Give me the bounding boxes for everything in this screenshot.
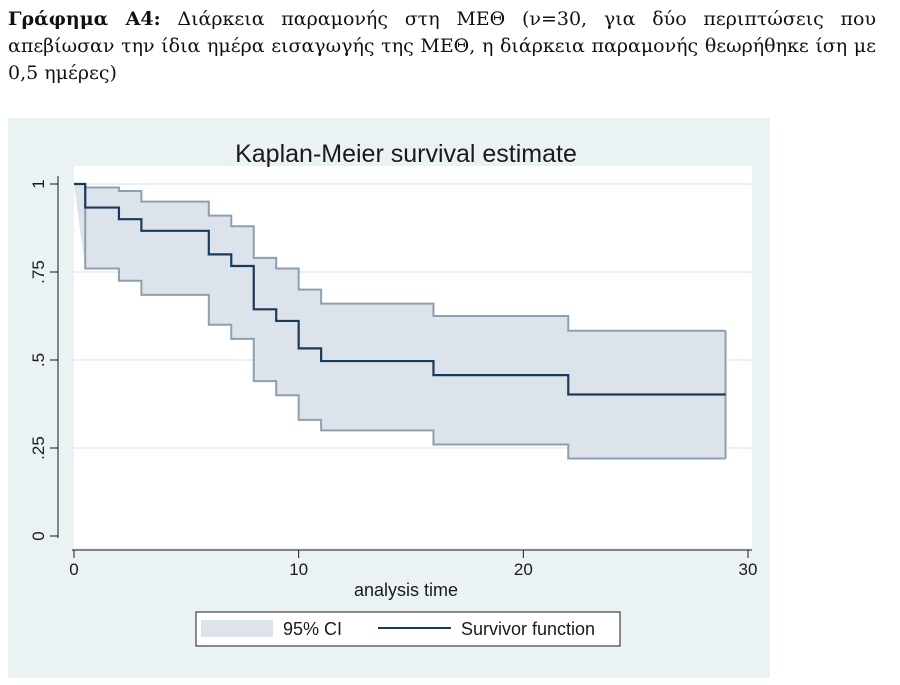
legend-ci-label: 95% CI <box>283 619 342 639</box>
y-tick-label: .75 <box>29 260 48 284</box>
caption-text: Διάρκεια παραμονής στη ΜΕΘ (ν=30, για δύ… <box>8 8 876 84</box>
x-tick-label: 30 <box>739 560 758 579</box>
legend-ci-swatch <box>201 620 273 637</box>
ci-lower-line <box>84 184 726 460</box>
y-tick-label: .5 <box>29 353 48 367</box>
y-tick-label: .25 <box>29 436 48 460</box>
x-axis-label: analysis time <box>354 580 458 600</box>
ci-band-group <box>74 183 727 460</box>
x-tick-label: 20 <box>514 560 533 579</box>
ci-band <box>74 184 726 459</box>
y-tick-label: 0 <box>29 531 48 540</box>
y-tick-label: 1 <box>29 179 48 188</box>
figure-caption: Γράφημα Α4: Διάρκεια παραμονής στη ΜΕΘ (… <box>8 6 876 87</box>
chart-title: Kaplan-Meier survival estimate <box>235 140 577 168</box>
legend-survivor-label: Survivor function <box>461 619 595 639</box>
x-tick-label: 0 <box>69 560 78 579</box>
ci-upper-line <box>74 183 726 332</box>
survivor-function-line <box>74 182 726 396</box>
km-figure: 0.25.5.75 1 0 10 20 30 Kaplan-Meier survival … <box>8 118 770 678</box>
caption-label: Γράφημα Α4: <box>8 8 161 30</box>
x-tick-label: 10 <box>289 560 308 579</box>
legend: 95% CI Survivor function <box>195 611 621 647</box>
survivor-line-group <box>74 182 726 396</box>
